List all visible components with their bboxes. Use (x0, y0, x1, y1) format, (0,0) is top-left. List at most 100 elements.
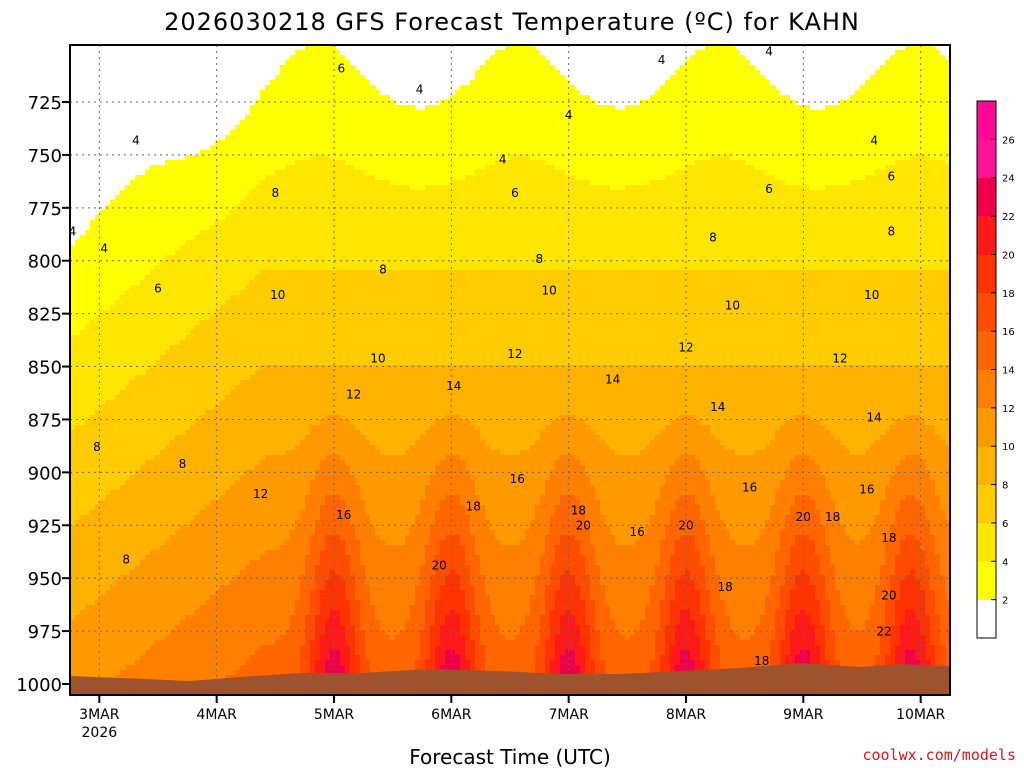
temperature-cell (90, 285, 96, 291)
temperature-cell (115, 555, 121, 561)
temperature-cell (85, 170, 91, 176)
temperature-cell (110, 475, 116, 481)
temperature-cell (115, 290, 121, 296)
temperature-cell (100, 120, 106, 126)
temperature-cell (115, 175, 121, 181)
temperature-cell (100, 225, 106, 231)
temperature-cell (115, 95, 121, 101)
temperature-cell (105, 70, 111, 76)
temperature-cell (85, 220, 91, 226)
temperature-cell (90, 95, 96, 101)
temperature-cell (80, 280, 86, 286)
temperature-cell (115, 315, 121, 321)
temperature-cell (85, 195, 91, 201)
temperature-cell (140, 60, 146, 66)
temperature-cell (80, 425, 86, 431)
temperature-cell (135, 85, 141, 91)
temperature-cell (105, 300, 111, 306)
temperature-cell (75, 75, 81, 81)
temperature-cell (75, 515, 81, 521)
temperature-cell (125, 615, 131, 621)
temperature-cell (135, 355, 141, 361)
temperature-cell (130, 650, 136, 656)
temperature-cell (140, 505, 146, 511)
temperature-cell (140, 450, 146, 456)
temperature-cell (110, 345, 116, 351)
temperature-cell (125, 435, 131, 441)
temperature-cell (135, 335, 141, 341)
temperature-cell (85, 550, 91, 556)
temperature-cell (125, 625, 131, 631)
temperature-cell (100, 125, 106, 131)
temperature-cell (105, 360, 111, 366)
temperature-cell (125, 325, 131, 331)
temperature-cell (135, 465, 141, 471)
temperature-cell (135, 545, 141, 551)
temperature-cell (105, 430, 111, 436)
temperature-cell (85, 625, 91, 631)
temperature-cell (140, 175, 146, 181)
temperature-cell (120, 570, 126, 576)
temperature-cell (110, 515, 116, 521)
temperature-cell (130, 450, 136, 456)
temperature-cell (125, 370, 131, 376)
temperature-cell (140, 200, 146, 206)
temperature-cell (115, 340, 121, 346)
temperature-cell (135, 550, 141, 556)
temperature-cell (80, 475, 86, 481)
temperature-cell (135, 590, 141, 596)
temperature-cell (120, 395, 126, 401)
temperature-cell (90, 635, 96, 641)
temperature-cell (90, 300, 96, 306)
temperature-cell (115, 635, 121, 641)
temperature-cell (80, 330, 86, 336)
temperature-cell (115, 335, 121, 341)
temperature-cell (100, 595, 106, 601)
temperature-cell (85, 235, 91, 241)
temperature-cell (105, 65, 111, 71)
temperature-cell (110, 215, 116, 221)
temperature-cell (130, 190, 136, 196)
temperature-cell (120, 515, 126, 521)
temperature-cell (130, 200, 136, 206)
temperature-cell (140, 220, 146, 226)
temperature-cell (75, 305, 81, 311)
temperature-cell (120, 340, 126, 346)
temperature-cell (80, 135, 86, 141)
temperature-cell (105, 90, 111, 96)
temperature-cell (105, 235, 111, 241)
temperature-cell (125, 215, 131, 221)
temperature-cell (135, 155, 141, 161)
temperature-cell (115, 665, 121, 671)
temperature-cell (115, 230, 121, 236)
temperature-cell (105, 655, 111, 661)
temperature-cell (120, 75, 126, 81)
temperature-cell (135, 505, 141, 511)
temperature-cell (125, 280, 131, 286)
temperature-cell (130, 160, 136, 166)
temperature-cell (130, 410, 136, 416)
temperature-cell (75, 605, 81, 611)
temperature-cell (80, 320, 86, 326)
temperature-cell (125, 190, 131, 196)
temperature-cell (100, 650, 106, 656)
temperature-cell (75, 400, 81, 406)
temperature-cell (90, 585, 96, 591)
temperature-cell (140, 530, 146, 536)
temperature-cell (110, 535, 116, 541)
temperature-cell (130, 550, 136, 556)
temperature-cell (115, 475, 121, 481)
temperature-cell (140, 425, 146, 431)
temperature-cell (105, 475, 111, 481)
temperature-cell (75, 355, 81, 361)
temperature-cell (90, 615, 96, 621)
temperature-cell (85, 215, 91, 221)
temperature-cell (110, 235, 116, 241)
temperature-cell (135, 315, 141, 321)
temperature-cell (105, 500, 111, 506)
temperature-cell (90, 485, 96, 491)
temperature-cell (140, 420, 146, 426)
temperature-cell (135, 210, 141, 216)
temperature-cell (80, 480, 86, 486)
temperature-cell (100, 200, 106, 206)
